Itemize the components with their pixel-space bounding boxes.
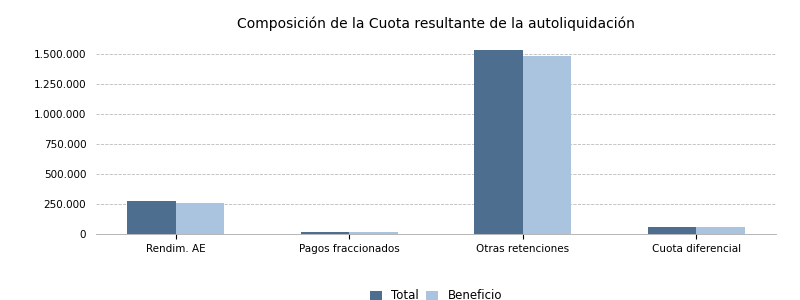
Bar bbox=[349, 232, 398, 234]
Bar bbox=[474, 50, 523, 234]
Bar bbox=[523, 56, 571, 234]
Bar bbox=[697, 227, 745, 234]
Legend: Total, Beneficio: Total, Beneficio bbox=[370, 290, 502, 300]
Bar bbox=[127, 201, 175, 234]
Bar bbox=[301, 232, 349, 234]
Title: Composición de la Cuota resultante de la autoliquidación: Composición de la Cuota resultante de la… bbox=[237, 16, 635, 31]
Bar bbox=[648, 227, 697, 234]
Bar bbox=[175, 203, 224, 234]
